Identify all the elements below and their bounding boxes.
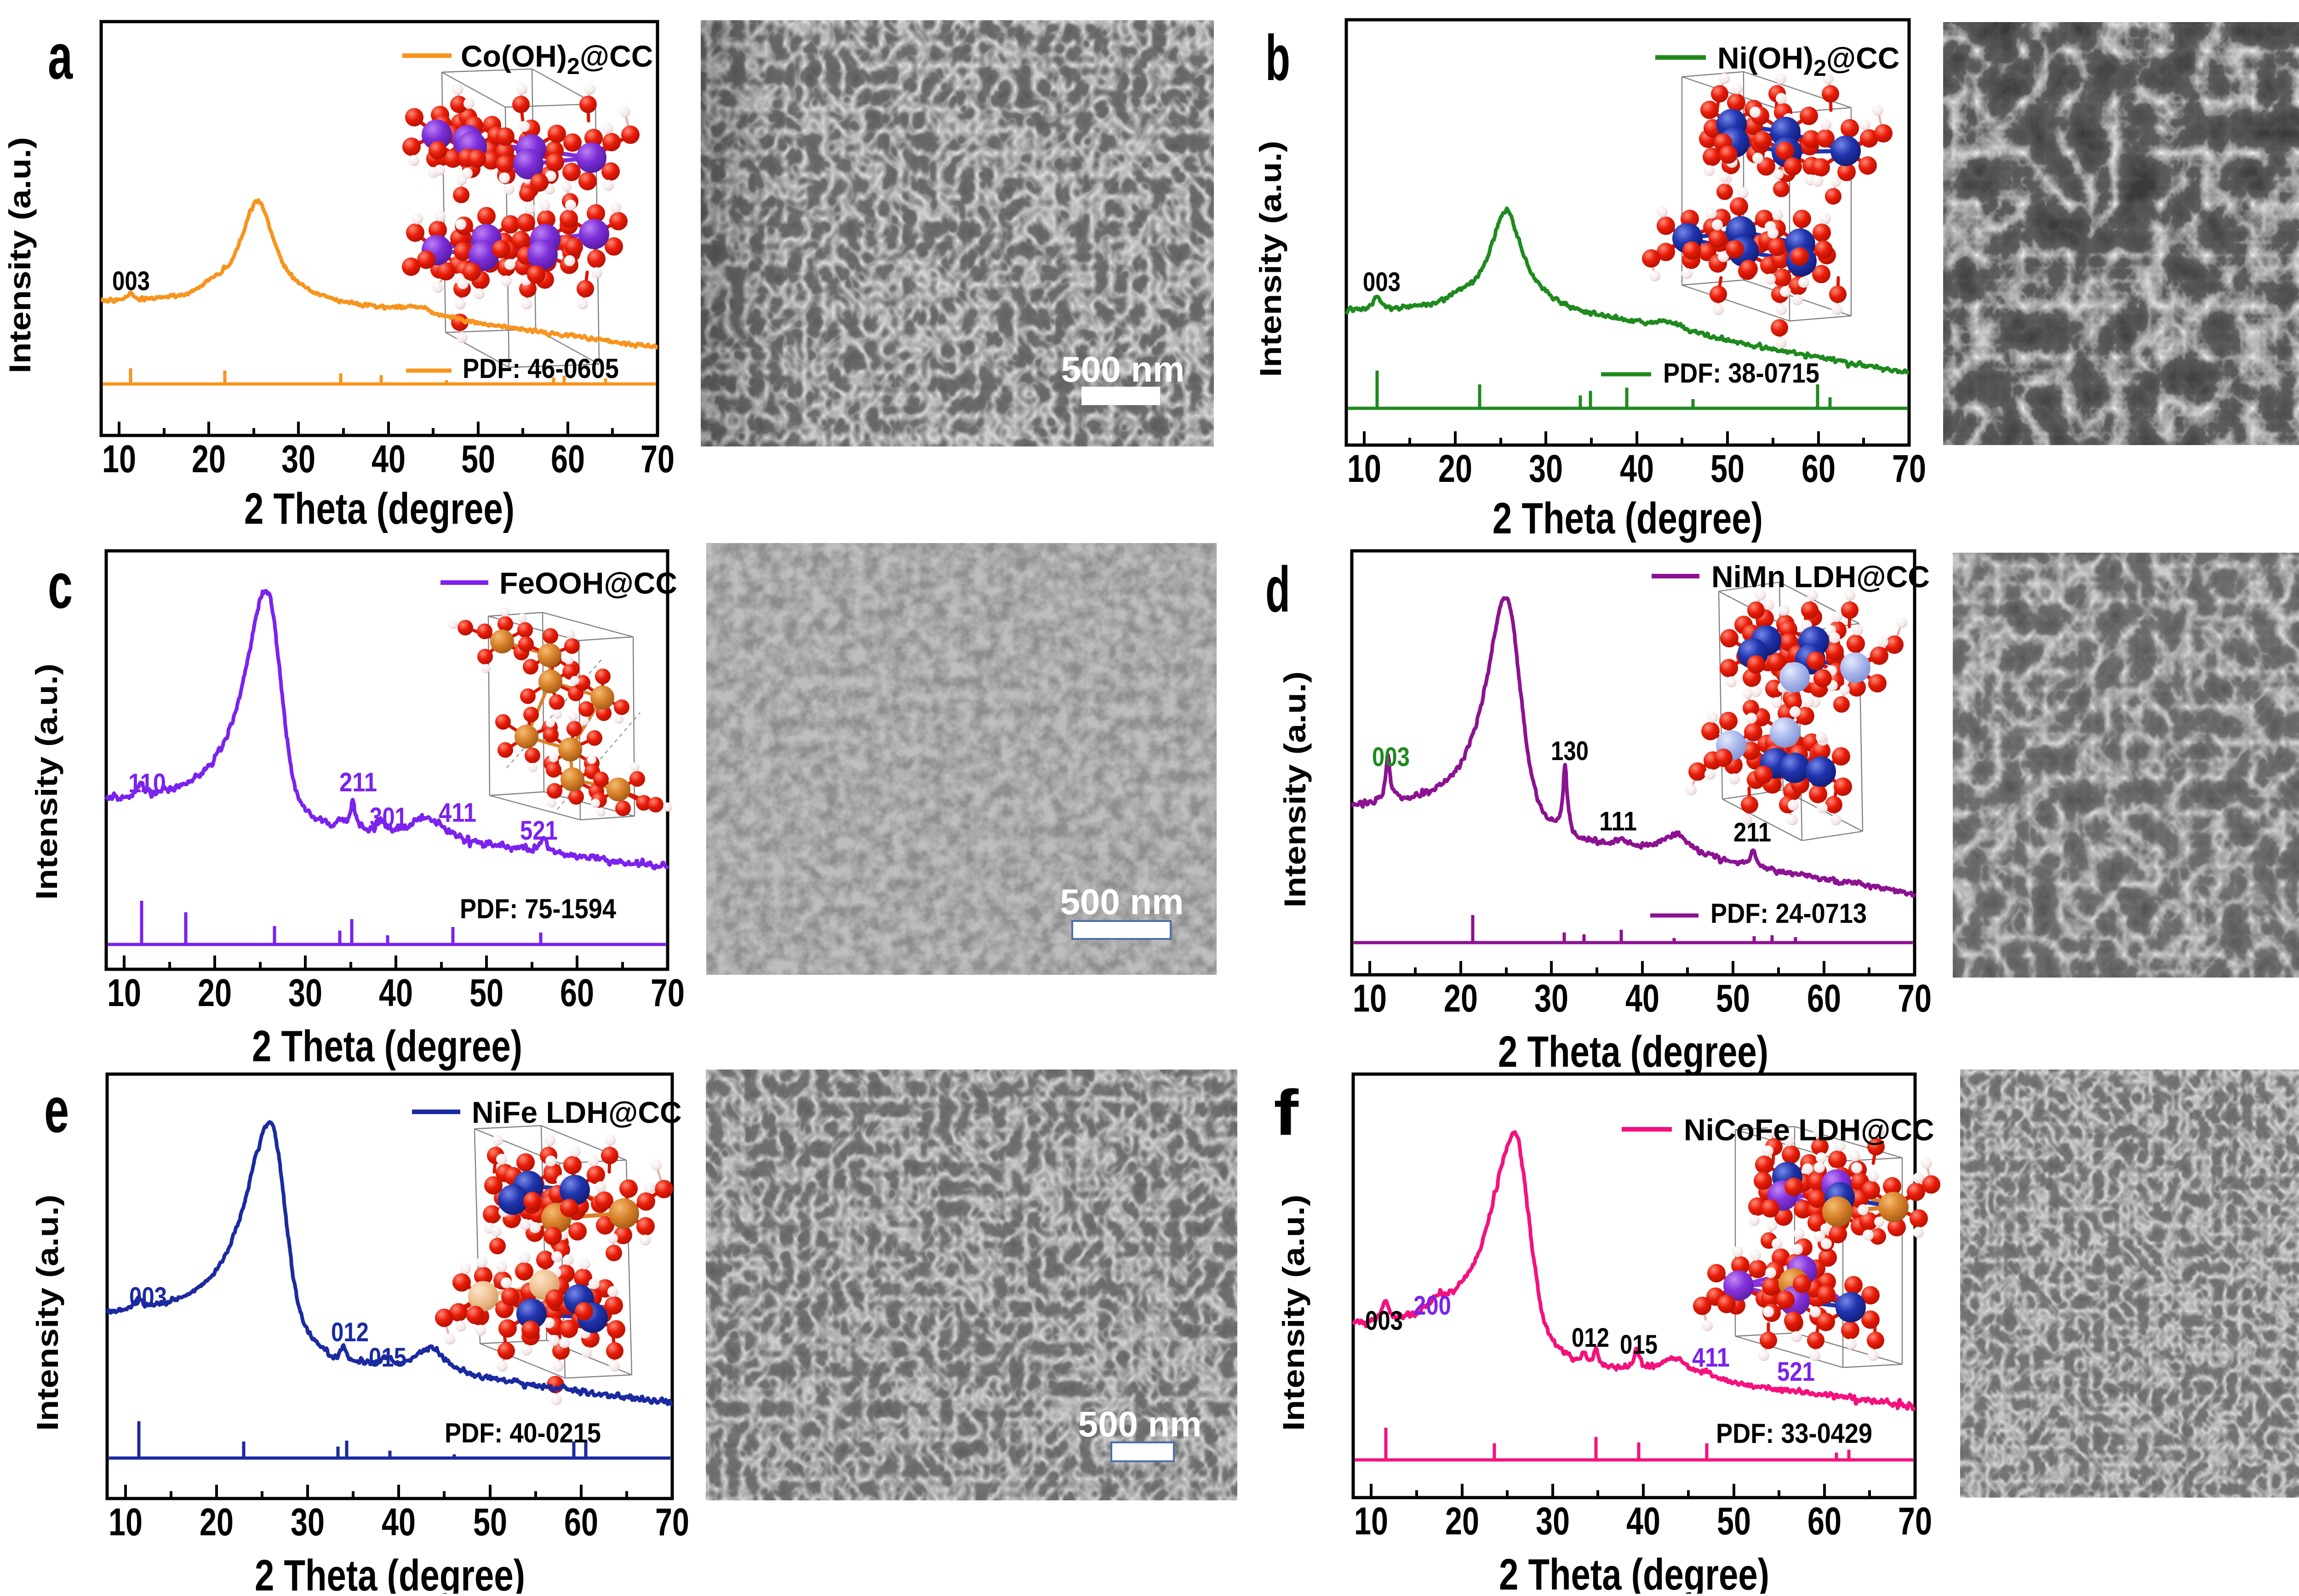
svg-text:500 nm: 500 nm xyxy=(1060,881,1184,922)
svg-text:30: 30 xyxy=(1536,1499,1570,1543)
svg-text:10: 10 xyxy=(1354,1499,1388,1543)
svg-text:NiMn LDH@CC: NiMn LDH@CC xyxy=(1711,560,1930,594)
svg-text:40: 40 xyxy=(1625,977,1659,1020)
svg-text:50: 50 xyxy=(473,1500,507,1544)
svg-text:40: 40 xyxy=(1620,447,1654,490)
svg-text:200: 200 xyxy=(1413,1291,1451,1321)
svg-text:10: 10 xyxy=(1347,447,1381,490)
svg-text:30: 30 xyxy=(291,1500,325,1544)
svg-text:20: 20 xyxy=(198,971,232,1014)
svg-text:521: 521 xyxy=(1777,1357,1815,1387)
svg-text:20: 20 xyxy=(192,437,226,481)
svg-text:130: 130 xyxy=(1551,736,1589,766)
svg-text:10: 10 xyxy=(107,971,141,1014)
svg-text:70: 70 xyxy=(1892,447,1926,490)
svg-text:012: 012 xyxy=(1572,1323,1609,1353)
svg-text:521: 521 xyxy=(520,816,558,846)
svg-text:30: 30 xyxy=(1529,447,1563,490)
svg-text:2 Theta (degree): 2 Theta (degree) xyxy=(255,1551,525,1594)
svg-text:Intensity (a.u.): Intensity (a.u.) xyxy=(30,1195,64,1431)
svg-text:b: b xyxy=(1265,22,1290,94)
svg-text:40: 40 xyxy=(379,971,413,1014)
svg-text:30: 30 xyxy=(281,437,315,481)
svg-text:PDF: 75-1594: PDF: 75-1594 xyxy=(460,893,617,924)
svg-text:d: d xyxy=(1265,553,1290,625)
svg-text:003: 003 xyxy=(1372,742,1410,772)
svg-text:10: 10 xyxy=(102,437,136,481)
svg-text:60: 60 xyxy=(1807,977,1841,1020)
svg-text:012: 012 xyxy=(331,1317,369,1347)
svg-text:a: a xyxy=(48,20,73,92)
svg-text:PDF: 33-0429: PDF: 33-0429 xyxy=(1716,1418,1872,1449)
svg-text:70: 70 xyxy=(641,437,675,481)
svg-text:301: 301 xyxy=(370,802,407,832)
svg-text:c: c xyxy=(48,549,73,622)
svg-text:015: 015 xyxy=(369,1343,406,1373)
svg-text:70: 70 xyxy=(1898,1499,1932,1543)
svg-text:211: 211 xyxy=(1733,818,1771,847)
svg-text:50: 50 xyxy=(1710,447,1744,490)
svg-text:60: 60 xyxy=(1801,447,1836,490)
svg-text:70: 70 xyxy=(651,971,685,1014)
svg-text:50: 50 xyxy=(461,437,495,481)
svg-text:Intensity (a.u.): Intensity (a.u.) xyxy=(3,137,37,373)
svg-text:20: 20 xyxy=(1438,447,1472,490)
svg-text:f: f xyxy=(1274,1076,1298,1149)
svg-text:2 Theta (degree): 2 Theta (degree) xyxy=(252,1022,522,1071)
svg-text:20: 20 xyxy=(200,1500,234,1544)
svg-text:10: 10 xyxy=(1353,977,1387,1020)
svg-text:20: 20 xyxy=(1444,977,1478,1020)
svg-text:FeOOH@CC: FeOOH@CC xyxy=(499,566,677,600)
svg-text:PDF: 46-0605: PDF: 46-0605 xyxy=(463,353,619,384)
svg-text:411: 411 xyxy=(1692,1343,1730,1373)
svg-text:411: 411 xyxy=(439,798,476,828)
svg-text:60: 60 xyxy=(564,1500,598,1544)
svg-text:003: 003 xyxy=(129,1282,167,1312)
svg-text:2 Theta (degree): 2 Theta (degree) xyxy=(1499,1550,1769,1594)
svg-text:2 Theta (degree): 2 Theta (degree) xyxy=(244,484,515,533)
svg-text:003: 003 xyxy=(112,266,150,296)
svg-text:111: 111 xyxy=(1599,807,1637,836)
svg-text:30: 30 xyxy=(1534,977,1568,1020)
svg-text:110: 110 xyxy=(128,768,166,798)
svg-text:003: 003 xyxy=(1363,267,1401,297)
svg-text:Intensity (a.u.): Intensity (a.u.) xyxy=(1278,671,1312,908)
svg-text:Intensity (a.u.): Intensity (a.u.) xyxy=(1276,1195,1310,1431)
svg-text:60: 60 xyxy=(560,971,594,1014)
svg-text:60: 60 xyxy=(551,437,585,481)
svg-text:PDF: 24-0713: PDF: 24-0713 xyxy=(1710,898,1867,929)
svg-text:30: 30 xyxy=(288,971,322,1014)
svg-text:70: 70 xyxy=(1898,977,1932,1020)
svg-text:e: e xyxy=(44,1074,69,1146)
svg-text:40: 40 xyxy=(1626,1499,1660,1543)
svg-text:500 nm: 500 nm xyxy=(1061,349,1185,389)
svg-text:10: 10 xyxy=(109,1500,143,1544)
svg-text:2 Theta (degree): 2 Theta (degree) xyxy=(1493,494,1763,543)
svg-text:Intensity (a.u.): Intensity (a.u.) xyxy=(1253,141,1287,377)
svg-text:50: 50 xyxy=(1717,1499,1751,1543)
svg-text:40: 40 xyxy=(382,1500,416,1544)
svg-text:015: 015 xyxy=(1620,1330,1658,1360)
svg-text:PDF: 40-0215: PDF: 40-0215 xyxy=(445,1418,601,1448)
svg-text:50: 50 xyxy=(1716,977,1750,1020)
svg-text:Ni(OH)2@CC: Ni(OH)2@CC xyxy=(1717,41,1899,81)
svg-text:PDF: 38-0715: PDF: 38-0715 xyxy=(1663,358,1819,389)
svg-text:40: 40 xyxy=(372,437,406,481)
svg-text:Intensity (a.u.): Intensity (a.u.) xyxy=(29,664,63,900)
svg-text:Co(OH)2@CC: Co(OH)2@CC xyxy=(461,39,653,79)
svg-text:70: 70 xyxy=(655,1500,689,1544)
svg-text:20: 20 xyxy=(1445,1499,1479,1543)
svg-text:NiCoFe LDH@CC: NiCoFe LDH@CC xyxy=(1684,1113,1934,1147)
svg-text:500 nm: 500 nm xyxy=(1078,1404,1202,1444)
svg-text:60: 60 xyxy=(1807,1499,1841,1543)
svg-text:50: 50 xyxy=(469,971,503,1014)
svg-text:003: 003 xyxy=(1365,1306,1403,1336)
svg-text:2 Theta (degree): 2 Theta (degree) xyxy=(1498,1027,1768,1076)
svg-text:211: 211 xyxy=(339,767,377,797)
svg-text:NiFe LDH@CC: NiFe LDH@CC xyxy=(472,1095,682,1129)
